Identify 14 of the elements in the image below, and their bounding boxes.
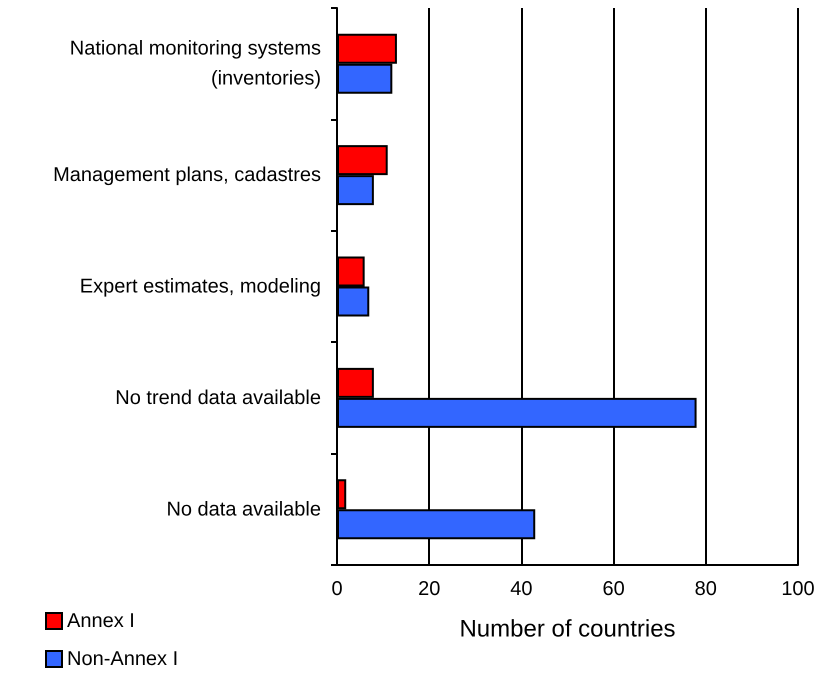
x-tick-label: 40 (510, 578, 533, 600)
x-tick-label: 0 (331, 578, 343, 600)
y-tick-label: Management plans, cadastres (53, 164, 321, 186)
legend-label: Non-Annex I (67, 648, 178, 670)
y-tick-label: No data available (166, 498, 321, 520)
x-tick-label: 80 (694, 578, 717, 600)
x-axis-title: Number of countries (459, 616, 676, 642)
legend-label: Annex I (67, 610, 135, 632)
y-tick-label: National monitoring systems (inventories) (70, 38, 321, 90)
y-tick-label: Expert estimates, modeling (80, 276, 321, 298)
x-tick-label: 20 (418, 578, 440, 600)
x-tick-label: 60 (602, 578, 625, 600)
y-tick-label: No trend data available (115, 386, 321, 409)
x-tick-label: 100 (781, 578, 815, 600)
